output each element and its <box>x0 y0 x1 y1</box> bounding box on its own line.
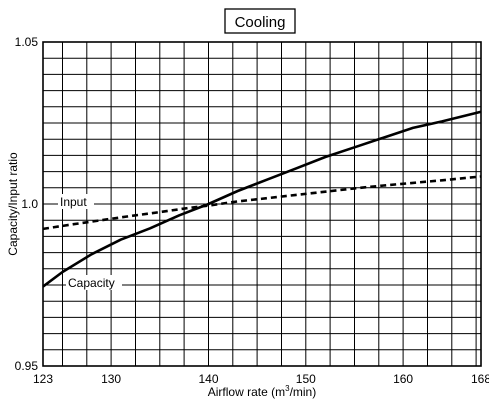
series-line-capacity <box>42 110 482 288</box>
x-tick-label: 160 <box>393 372 413 386</box>
grid <box>43 42 481 366</box>
x-tick-label: 140 <box>198 372 218 386</box>
y-tick-label: 1.05 <box>15 35 39 49</box>
chart-title: Cooling <box>235 14 286 31</box>
y-axis-label: Capacity/Input ratio <box>6 152 20 256</box>
series-label-input: Input <box>60 195 87 209</box>
input-label-bg <box>58 194 94 209</box>
x-tick-label: 123 <box>33 372 53 386</box>
series-label-capacity: Capacity <box>68 276 115 290</box>
title-box <box>224 8 296 34</box>
x-tick-label: 130 <box>101 372 121 386</box>
y-tick-label: 0.95 <box>15 359 39 373</box>
x-tick-label: 150 <box>296 372 316 386</box>
x-axis-label-tail: /min) <box>290 385 317 399</box>
x-tick-label: 168 <box>471 372 489 386</box>
x-axis-label-sup: 3 <box>285 384 290 393</box>
x-axis-label: Airflow rate (m3/min) <box>208 384 316 399</box>
plot-frame <box>42 41 482 367</box>
x-tick-labels: 123 130 140 150 160 168 <box>33 372 489 386</box>
series-line-input <box>42 175 482 231</box>
y-tick-label: 1.0 <box>21 197 38 211</box>
capacity-label-bg <box>66 275 122 290</box>
y-tick-labels: 1.05 1.0 0.95 <box>15 35 39 373</box>
series-group <box>42 110 482 288</box>
